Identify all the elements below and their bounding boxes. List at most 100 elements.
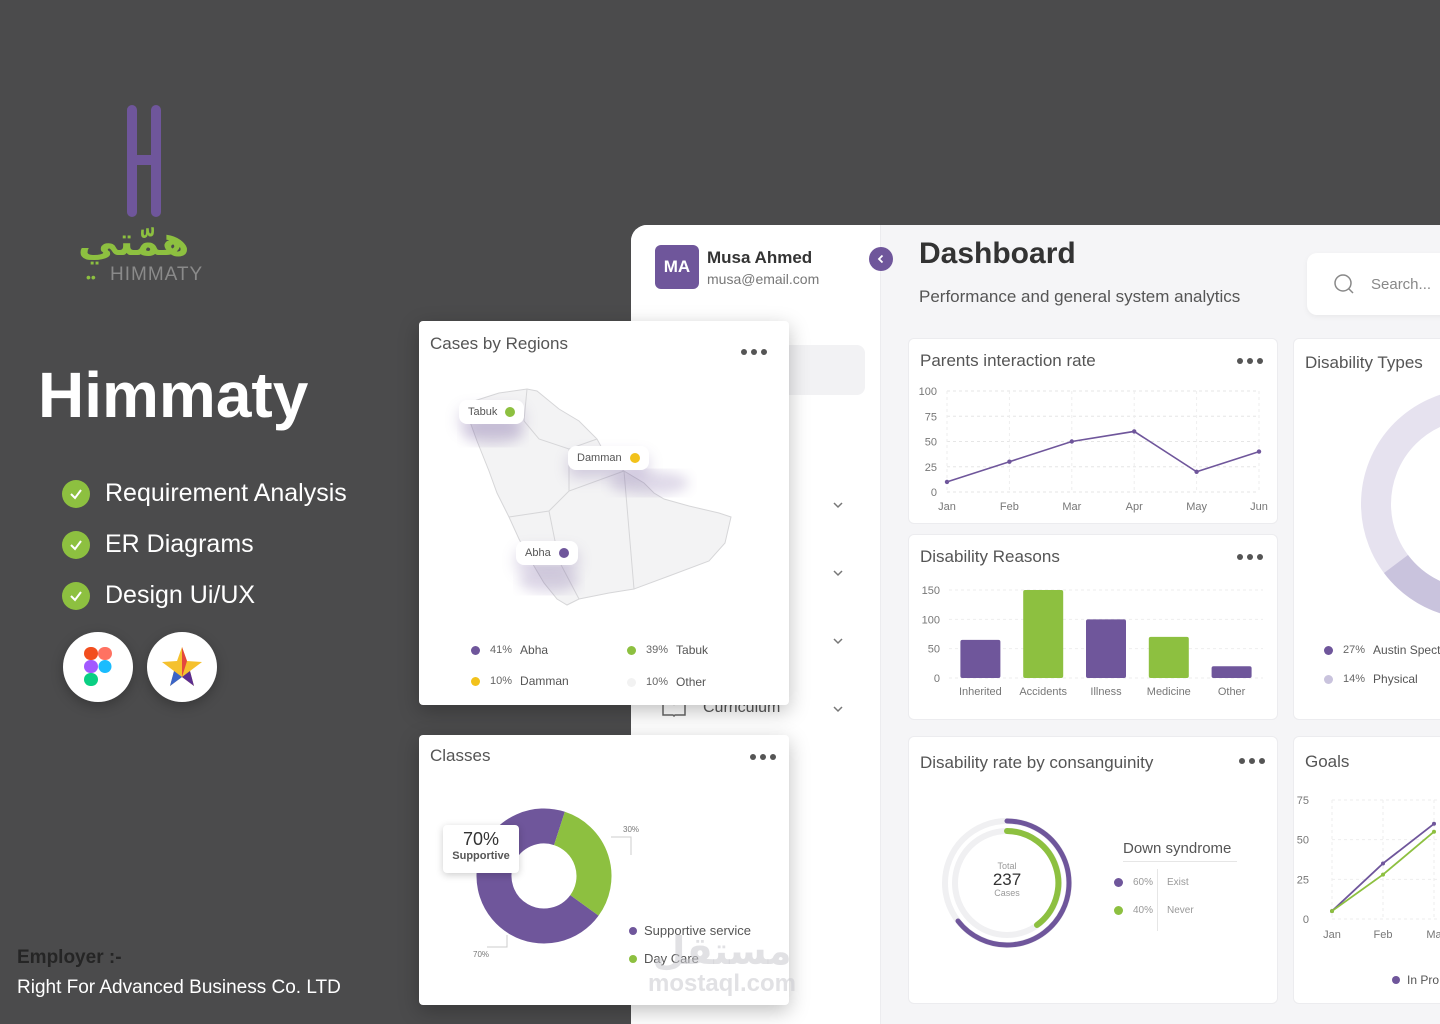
divider — [1123, 861, 1237, 862]
chevron-down-icon[interactable] — [831, 566, 845, 580]
divider — [1157, 869, 1158, 931]
collapse-sidebar-button[interactable] — [869, 247, 893, 271]
more-icon[interactable] — [1239, 758, 1265, 764]
data-point — [944, 479, 950, 485]
service-label: ER Diagrams — [105, 530, 254, 558]
y-tick-label: 0 — [1303, 914, 1309, 926]
services-list: Requirement Analysis ER Diagrams Design … — [62, 468, 347, 621]
legend-pct: 40% — [1133, 905, 1154, 916]
saudi-map — [463, 388, 732, 606]
logo-dots: •• — [86, 269, 96, 285]
legend-dot — [629, 954, 637, 963]
service-label: Design Ui/UX — [105, 581, 256, 609]
legend-label: Austin Spect — [1373, 643, 1440, 657]
watermark-english: mostaql.com — [647, 970, 797, 997]
legend-label: Never — [1167, 905, 1194, 916]
star-app-icon — [147, 632, 217, 702]
consanguinity-gauge — [942, 818, 1072, 948]
legend-dot — [1324, 674, 1333, 684]
logo-arabic-text: همّتي — [78, 219, 190, 265]
map-pin-abha[interactable]: Abha — [516, 541, 578, 565]
check-icon — [62, 581, 90, 610]
data-point — [1381, 861, 1385, 866]
legend-pct: 39% — [646, 644, 669, 656]
x-tick-label: Jan — [938, 501, 956, 513]
x-tick-label: Apr — [1126, 501, 1143, 513]
disability-reasons-chart: 150 100 50 0 Inherited Accidents Illness Medici… — [922, 585, 1263, 698]
tooltip-label: Supportive — [452, 850, 510, 862]
cases-by-regions-card: Cases by Regions Tabuk Damman Abha 41% A… — [419, 321, 789, 705]
total-unit: Cases — [994, 888, 1020, 899]
data-point — [1007, 459, 1012, 464]
y-tick-label: 100 — [922, 614, 940, 626]
legend-label: In Pro — [1407, 973, 1440, 987]
card-title: Disability rate by consanguinity — [920, 753, 1154, 772]
avatar[interactable]: MA — [655, 245, 699, 289]
pin-label: Abha — [525, 547, 551, 559]
more-icon[interactable] — [741, 349, 767, 355]
page-subtitle: Performance and general system analytics — [919, 287, 1241, 306]
legend-label: Exist — [1167, 877, 1189, 888]
bar — [1211, 666, 1252, 678]
check-icon — [62, 479, 90, 508]
employer-name: Right For Advanced Business Co. LTD — [17, 977, 341, 998]
tooltip-pct: 70% — [462, 829, 500, 849]
more-icon[interactable] — [750, 754, 776, 760]
goals-chart: 75 50 25 0 Jan Feb Ma — [1297, 795, 1440, 941]
legend-pct: 14% — [1343, 673, 1366, 685]
service-item: Design Ui/UX — [62, 570, 347, 621]
consanguinity-card: Disability rate by consanguinity Total 2… — [908, 736, 1278, 1004]
label-30: 30% — [623, 825, 639, 834]
chevron-down-icon[interactable] — [831, 498, 845, 512]
legend-dot — [1114, 906, 1123, 915]
donut-slice — [476, 808, 599, 944]
employer-label: Employer :- — [17, 947, 122, 968]
data-point — [1330, 909, 1334, 914]
legend-label: Tabuk — [676, 643, 709, 657]
data-point — [1132, 429, 1137, 434]
legend-supportive: Supportive service — [629, 923, 751, 938]
legend-label: Abha — [520, 643, 549, 657]
y-tick-label: 50 — [925, 437, 937, 449]
parents-interaction-card: Parents interaction rate 100 75 50 25 0 Jan Fe… — [908, 338, 1278, 524]
y-tick-label: 0 — [931, 487, 937, 499]
y-tick-label: 50 — [928, 644, 940, 656]
map-pin-tabuk[interactable]: Tabuk — [459, 400, 525, 424]
classes-card: Classes 30% 70% 70% Supportive Supportiv… — [419, 735, 789, 1005]
x-tick-label: Ma — [1426, 929, 1440, 941]
legend-dot — [1114, 878, 1123, 887]
figma-icon — [63, 632, 133, 702]
x-tick-label: May — [1186, 501, 1207, 513]
bar — [1086, 619, 1126, 678]
legend-dot — [1324, 645, 1333, 655]
more-icon[interactable] — [1237, 554, 1263, 560]
card-title: Goals — [1305, 752, 1350, 771]
data-point — [1256, 449, 1262, 454]
disability-types-donut — [1361, 394, 1440, 614]
label-70: 70% — [473, 950, 489, 959]
service-item: ER Diagrams — [62, 519, 347, 570]
pin-dot — [505, 407, 516, 417]
consanguinity-heading: Down syndrome — [1123, 840, 1232, 857]
y-tick-label: 25 — [1297, 874, 1309, 886]
more-icon[interactable] — [1237, 358, 1263, 364]
chevron-down-icon[interactable] — [831, 702, 845, 716]
y-tick-label: 75 — [1297, 795, 1309, 807]
data-point — [1432, 829, 1436, 834]
card-title: Classes — [430, 746, 491, 765]
pin-label: Damman — [577, 452, 622, 464]
map-pin-damman[interactable]: Damman — [568, 446, 649, 470]
supportive-tooltip: 70% Supportive — [443, 825, 519, 873]
y-tick-label: 50 — [1297, 835, 1309, 847]
legend-dot — [627, 645, 636, 655]
page-title: Dashboard — [919, 237, 1076, 270]
x-tick-label: Inherited — [959, 686, 1002, 698]
chevron-down-icon[interactable] — [831, 634, 845, 648]
search-input[interactable]: Search... — [1307, 253, 1440, 315]
x-tick-label: Jun — [1250, 501, 1268, 513]
check-icon — [62, 530, 90, 559]
card-title: Cases by Regions — [430, 334, 568, 353]
legend-dot — [471, 645, 480, 655]
x-tick-label: Accidents — [1019, 686, 1067, 698]
